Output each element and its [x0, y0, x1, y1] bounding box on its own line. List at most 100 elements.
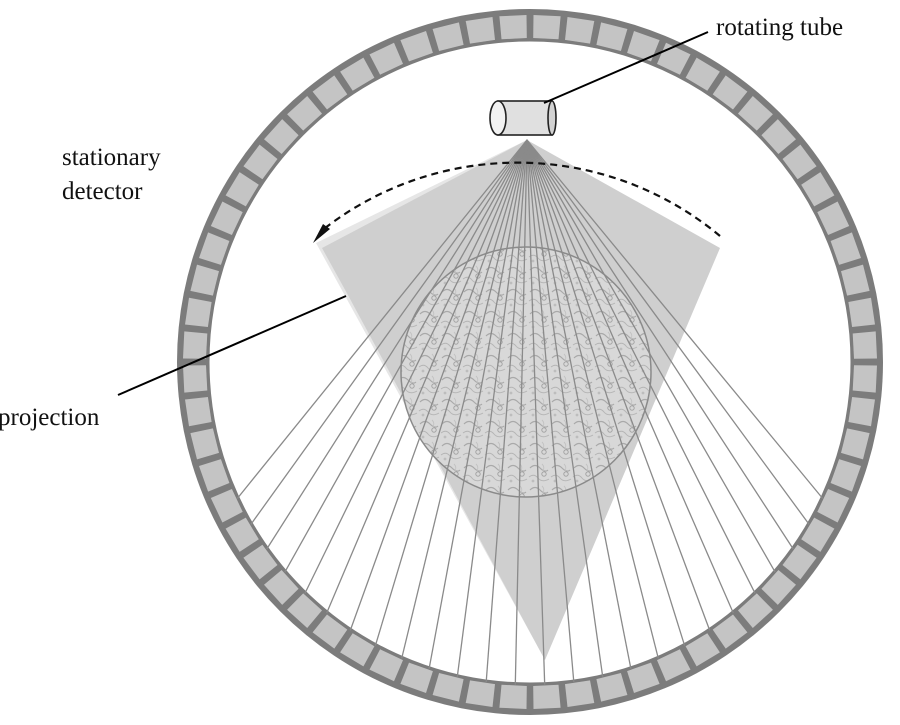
rotation-arrowhead	[313, 224, 330, 243]
detector-cell	[817, 201, 850, 235]
detector-cell	[738, 96, 773, 131]
detector-cell	[657, 649, 691, 682]
detector-cell	[243, 144, 278, 180]
detector-cell	[801, 172, 835, 207]
x-ray-line	[526, 139, 824, 499]
detector-cell	[841, 264, 870, 296]
x-ray-line	[428, 139, 528, 669]
projection-leader	[117, 295, 347, 396]
detector-cell	[465, 680, 495, 707]
detector-cell	[183, 331, 208, 359]
scanned-object	[400, 246, 652, 498]
detector-cell	[685, 633, 720, 667]
detector-cell	[312, 614, 348, 649]
detector-cells	[183, 15, 877, 709]
detector-cell	[848, 397, 875, 427]
detector-cell	[199, 232, 230, 265]
x-ray-line	[349, 139, 528, 631]
detector-cell	[627, 31, 660, 62]
x-ray-line	[401, 139, 528, 659]
detector-cell	[852, 331, 877, 359]
x-ray-line	[526, 139, 546, 685]
detector-cell	[210, 489, 243, 523]
detector-cell	[340, 57, 375, 91]
x-ray-line	[374, 139, 528, 646]
detector-cell	[243, 544, 278, 580]
x-ray-line	[456, 139, 528, 677]
x-ray-paths	[236, 139, 824, 685]
detector-cell	[761, 570, 796, 605]
detector-cell	[596, 22, 628, 51]
x-ray-line	[526, 139, 604, 677]
rotating-tube-icon	[489, 100, 557, 136]
detector-cell	[712, 614, 748, 649]
detector-cell	[782, 144, 817, 180]
x-ray-line	[526, 139, 686, 646]
detector-cell	[185, 297, 212, 327]
x-ray-line	[485, 139, 528, 683]
detector-cell	[565, 680, 595, 707]
x-ray-line	[304, 139, 528, 594]
x-ray-line	[526, 139, 776, 573]
detector-cell	[225, 172, 259, 207]
detector-cell	[183, 365, 208, 393]
detector-cell	[596, 673, 628, 702]
detector-cell	[712, 75, 748, 110]
detector-cell	[287, 96, 322, 131]
detector-cell	[738, 593, 773, 628]
detector-cell	[533, 15, 561, 40]
detector-cell	[369, 42, 403, 75]
detector-cell	[210, 201, 243, 235]
stationary-detector-label-line1: stationary	[62, 144, 161, 171]
x-ray-line	[526, 139, 711, 631]
detector-cell	[830, 459, 861, 492]
detector-cell	[848, 297, 875, 327]
detector-cell	[264, 119, 299, 154]
detector-cell	[432, 673, 464, 702]
x-ray-line	[526, 139, 756, 594]
detector-cell	[761, 119, 796, 154]
x-ray-line	[266, 139, 528, 550]
detector-cell	[264, 570, 299, 605]
x-ray-line	[326, 139, 528, 614]
x-ray-line	[526, 139, 575, 683]
x-ray-line	[526, 139, 632, 669]
stationary-detector-label-line2: detector	[62, 178, 143, 205]
x-ray-line	[236, 139, 528, 499]
projection-label: projection	[0, 404, 100, 431]
detector-cell	[225, 517, 259, 552]
detector-cell	[432, 22, 464, 51]
detector-cell	[400, 662, 433, 693]
rotating-tube-leader	[543, 31, 709, 104]
x-ray-line	[526, 139, 659, 659]
x-ray-line	[526, 139, 794, 550]
detector-cell	[817, 489, 850, 523]
detector-cell	[199, 459, 230, 492]
detector-cell	[185, 397, 212, 427]
detector-cell	[287, 593, 322, 628]
detector-cell	[190, 264, 219, 296]
detector-cell	[627, 662, 660, 693]
detector-cell	[782, 544, 817, 580]
x-ray-line	[284, 139, 528, 573]
detector-cell	[852, 365, 877, 393]
detector-cell	[565, 17, 595, 44]
detector-cell	[312, 75, 348, 110]
rotating-tube-label: rotating tube	[716, 14, 844, 41]
rotation-arc	[319, 161, 721, 237]
detector-cell	[499, 15, 527, 40]
x-ray-line	[250, 139, 528, 525]
x-ray-line	[526, 139, 734, 614]
detector-cell	[801, 517, 835, 552]
detector-cell	[533, 684, 561, 709]
detector-cell	[465, 17, 495, 44]
detector-cell	[685, 57, 720, 91]
detector-cell	[499, 684, 527, 709]
detector-cell	[841, 428, 870, 460]
detector-cell	[369, 649, 403, 682]
x-ray-line	[526, 139, 810, 525]
x-ray-line	[514, 139, 528, 685]
detector-cell	[340, 633, 375, 667]
